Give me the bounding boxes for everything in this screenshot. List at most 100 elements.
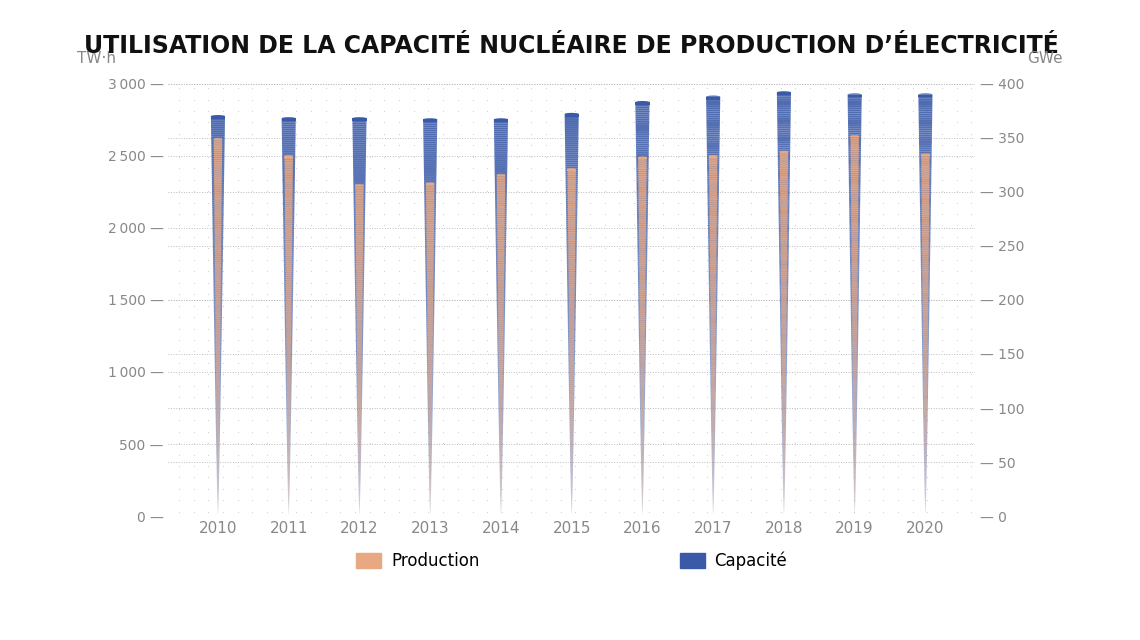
Polygon shape [636, 143, 649, 145]
Polygon shape [426, 225, 434, 227]
Point [185, 198, 203, 208]
Polygon shape [496, 286, 505, 288]
Polygon shape [637, 247, 648, 249]
Point [801, 255, 820, 265]
Point [317, 117, 335, 127]
Polygon shape [921, 261, 930, 263]
Point [947, 301, 966, 311]
Polygon shape [568, 247, 575, 249]
Point [302, 415, 320, 425]
Polygon shape [499, 447, 503, 449]
Point [258, 507, 276, 517]
Point [815, 220, 833, 230]
Point [654, 117, 673, 127]
Polygon shape [852, 333, 858, 335]
Polygon shape [355, 253, 365, 255]
Polygon shape [712, 451, 715, 453]
Polygon shape [287, 435, 291, 436]
Polygon shape [852, 394, 857, 396]
Polygon shape [287, 394, 291, 396]
Polygon shape [499, 433, 503, 434]
Polygon shape [710, 344, 717, 346]
Point [272, 198, 291, 208]
Polygon shape [781, 219, 788, 221]
Point [287, 232, 306, 242]
Polygon shape [709, 197, 717, 199]
Point [772, 301, 790, 311]
Point [185, 381, 203, 391]
Polygon shape [779, 200, 790, 202]
Polygon shape [780, 214, 788, 215]
Polygon shape [498, 339, 504, 340]
Polygon shape [498, 357, 504, 360]
Polygon shape [852, 233, 858, 234]
Polygon shape [923, 321, 928, 323]
Polygon shape [429, 427, 432, 429]
Polygon shape [500, 486, 502, 488]
Polygon shape [496, 278, 505, 280]
Polygon shape [850, 295, 858, 297]
Polygon shape [496, 216, 506, 219]
Polygon shape [568, 349, 575, 351]
Point [684, 152, 702, 162]
Point [889, 472, 907, 483]
Point [347, 117, 365, 127]
Polygon shape [285, 159, 293, 161]
Polygon shape [922, 237, 929, 239]
Polygon shape [569, 278, 575, 280]
Polygon shape [708, 260, 718, 262]
Point [170, 186, 188, 196]
Polygon shape [783, 483, 784, 485]
Polygon shape [430, 478, 431, 479]
Polygon shape [215, 299, 221, 301]
Point [815, 461, 833, 471]
Polygon shape [710, 264, 716, 266]
Point [170, 301, 188, 311]
Polygon shape [854, 440, 856, 442]
Point [507, 152, 526, 162]
Polygon shape [848, 99, 862, 101]
Point [727, 106, 746, 116]
Polygon shape [854, 463, 856, 465]
Polygon shape [426, 195, 434, 196]
Point [757, 472, 775, 483]
Polygon shape [286, 411, 291, 413]
Polygon shape [212, 222, 223, 224]
Polygon shape [568, 293, 576, 295]
Polygon shape [853, 371, 856, 373]
Polygon shape [640, 394, 645, 396]
Polygon shape [287, 456, 291, 458]
Point [463, 449, 481, 460]
Polygon shape [426, 265, 433, 266]
Point [420, 484, 438, 494]
Point [434, 266, 453, 276]
Point [595, 129, 613, 139]
Point [522, 358, 540, 368]
Polygon shape [217, 490, 219, 492]
Polygon shape [357, 404, 363, 406]
Point [654, 163, 673, 173]
Polygon shape [706, 99, 720, 101]
Point [360, 232, 378, 242]
Point [552, 220, 570, 230]
Polygon shape [854, 476, 855, 478]
Point [390, 83, 408, 93]
Point [347, 129, 365, 139]
Polygon shape [920, 221, 930, 223]
Polygon shape [852, 276, 857, 278]
Polygon shape [638, 196, 646, 198]
Point [287, 198, 306, 208]
Point [229, 140, 247, 150]
Point [390, 220, 408, 230]
Point [507, 426, 526, 436]
Point [610, 140, 628, 150]
Polygon shape [499, 441, 503, 443]
Polygon shape [430, 474, 431, 476]
Polygon shape [426, 316, 434, 317]
Polygon shape [848, 134, 861, 137]
Point [390, 163, 408, 173]
Polygon shape [214, 241, 221, 243]
Polygon shape [217, 474, 219, 476]
Polygon shape [498, 300, 504, 301]
Point [375, 289, 393, 300]
